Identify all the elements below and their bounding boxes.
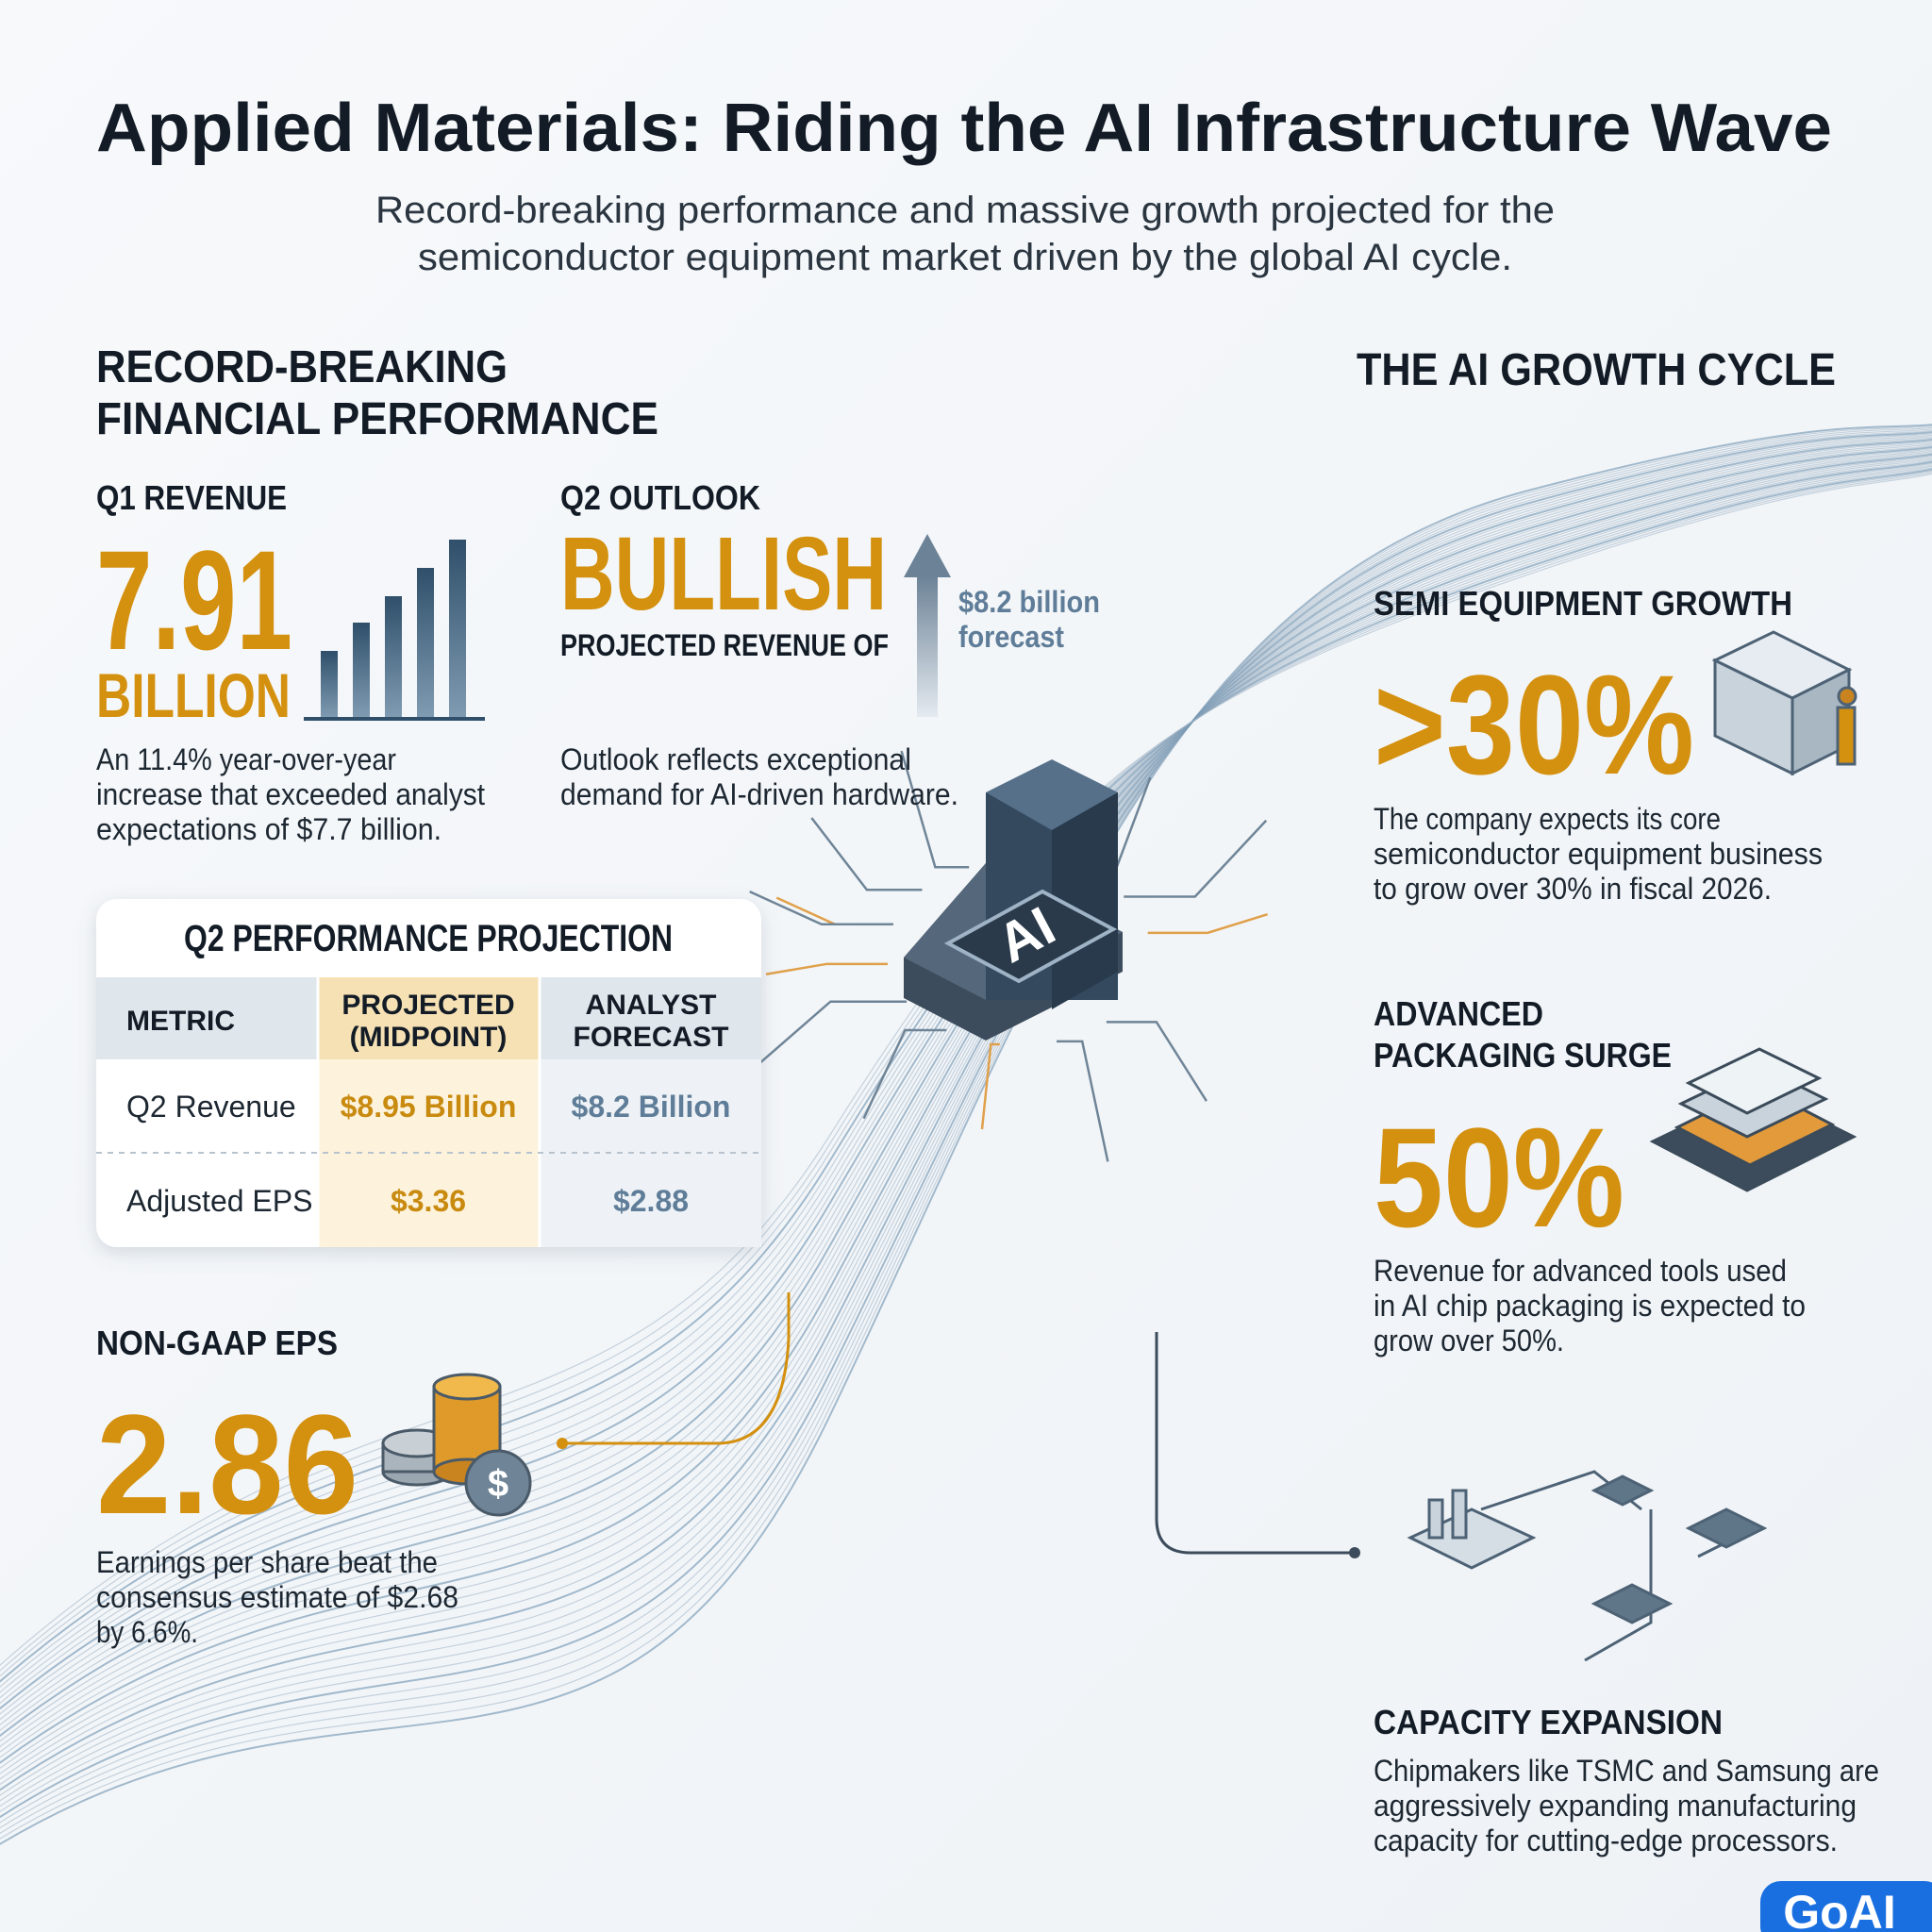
subtitle: semiconductor equipment market driven by…: [418, 237, 1512, 278]
description: to grow over 30% in fiscal 2026.: [1374, 872, 1772, 906]
metric-value: 50%: [1374, 1098, 1624, 1257]
metric-value: BULLISH: [560, 516, 887, 632]
circuit-trace: [900, 750, 970, 869]
coins-icon: $: [381, 1373, 532, 1517]
table-cell: $8.2 Billion: [572, 1090, 731, 1124]
machine-icon: [1711, 630, 1857, 776]
description: by 6.6%.: [96, 1615, 198, 1649]
metric-label: Q2 OUTLOOK: [560, 478, 760, 517]
table-cell: Q2 Revenue: [126, 1090, 296, 1124]
table-cell: $8.95 Billion: [341, 1090, 517, 1124]
ai-chip: AI: [904, 759, 1123, 1041]
wave-line: [0, 424, 1932, 1846]
description: expectations of $7.7 billion.: [96, 812, 441, 846]
circuit-trace: [753, 1000, 908, 1069]
section-heading: RECORD-BREAKING: [96, 342, 508, 392]
metric-label: PACKAGING SURGE: [1374, 1036, 1672, 1074]
title: Applied Materials: Riding the AI Infrast…: [96, 91, 1832, 166]
metric-sub: PROJECTED REVENUE OF: [560, 628, 889, 662]
svg-text:$: $: [488, 1463, 508, 1505]
metric-label: ADVANCED: [1374, 994, 1543, 1033]
description: Outlook reflects exceptional: [560, 742, 911, 776]
section-heading: THE AI GROWTH CYCLE: [1357, 345, 1836, 395]
description: aggressively expanding manufacturing: [1374, 1789, 1857, 1823]
circuit-trace: [980, 1042, 1000, 1130]
metric-label: CAPACITY EXPANSION: [1374, 1703, 1723, 1741]
subtitle: Record-breaking performance and massive …: [375, 190, 1555, 231]
circuit-trace: [1057, 1040, 1109, 1162]
table-header: PROJECTED: [341, 990, 514, 1021]
circuit-trace: [1147, 913, 1269, 935]
metric-label: SEMI EQUIPMENT GROWTH: [1374, 584, 1792, 623]
description: grow over 50%.: [1374, 1324, 1564, 1357]
table-card: [96, 899, 761, 1247]
description: increase that exceeded analyst: [96, 777, 485, 811]
bar-icon: [304, 540, 485, 721]
description: demand for AI-driven hardware.: [560, 777, 958, 811]
network-icon: [1407, 1470, 1768, 1662]
metric-unit: BILLION: [96, 660, 291, 730]
table-cell: $2.88: [613, 1184, 689, 1218]
forecast-note: forecast: [958, 620, 1064, 654]
metric-value: >30%: [1374, 645, 1694, 804]
metric-label: NON-GAAP EPS: [96, 1324, 338, 1362]
description: Earnings per share beat the: [96, 1545, 438, 1579]
metric-value: 2.86: [96, 1385, 358, 1543]
connector-lines: [557, 1292, 1360, 1558]
table-cell: $3.36: [391, 1184, 466, 1218]
logo-text: GoAI: [1783, 1886, 1895, 1932]
description: capacity for cutting-edge processors.: [1374, 1824, 1838, 1857]
description: The company expects its core: [1374, 802, 1721, 836]
logo-badge: [1760, 1881, 1932, 1932]
description: semiconductor equipment business: [1374, 837, 1823, 871]
circuit-trace: [810, 817, 923, 891]
table-header: FORECAST: [574, 1022, 729, 1053]
circuit-trace: [765, 962, 889, 976]
circuit-trace: [749, 890, 893, 925]
description: in AI chip packaging is expected to: [1374, 1289, 1806, 1323]
forecast-note: $8.2 billion: [958, 585, 1100, 619]
section-heading: FINANCIAL PERFORMANCE: [96, 394, 658, 444]
metric-label: Q1 REVENUE: [96, 478, 287, 517]
description: Revenue for advanced tools used: [1374, 1254, 1787, 1288]
description: consensus estimate of $2.68: [96, 1580, 458, 1614]
table-cell: Adjusted EPS: [126, 1184, 312, 1218]
table-header: ANALYST: [586, 990, 717, 1021]
metric-value: 7.91: [96, 521, 292, 679]
up-arrow: [904, 534, 951, 717]
description: Chipmakers like TSMC and Samsung are: [1374, 1754, 1879, 1788]
package-icon: [1649, 1047, 1857, 1192]
table-header: (MIDPOINT): [350, 1022, 508, 1053]
table-title: Q2 PERFORMANCE PROJECTION: [184, 918, 673, 959]
circuit-trace: [1124, 819, 1268, 898]
table-header: METRIC: [126, 1006, 235, 1037]
description: An 11.4% year-over-year: [96, 742, 396, 776]
circuit-trace: [1106, 1021, 1208, 1102]
circuit-trace: [862, 1028, 947, 1120]
